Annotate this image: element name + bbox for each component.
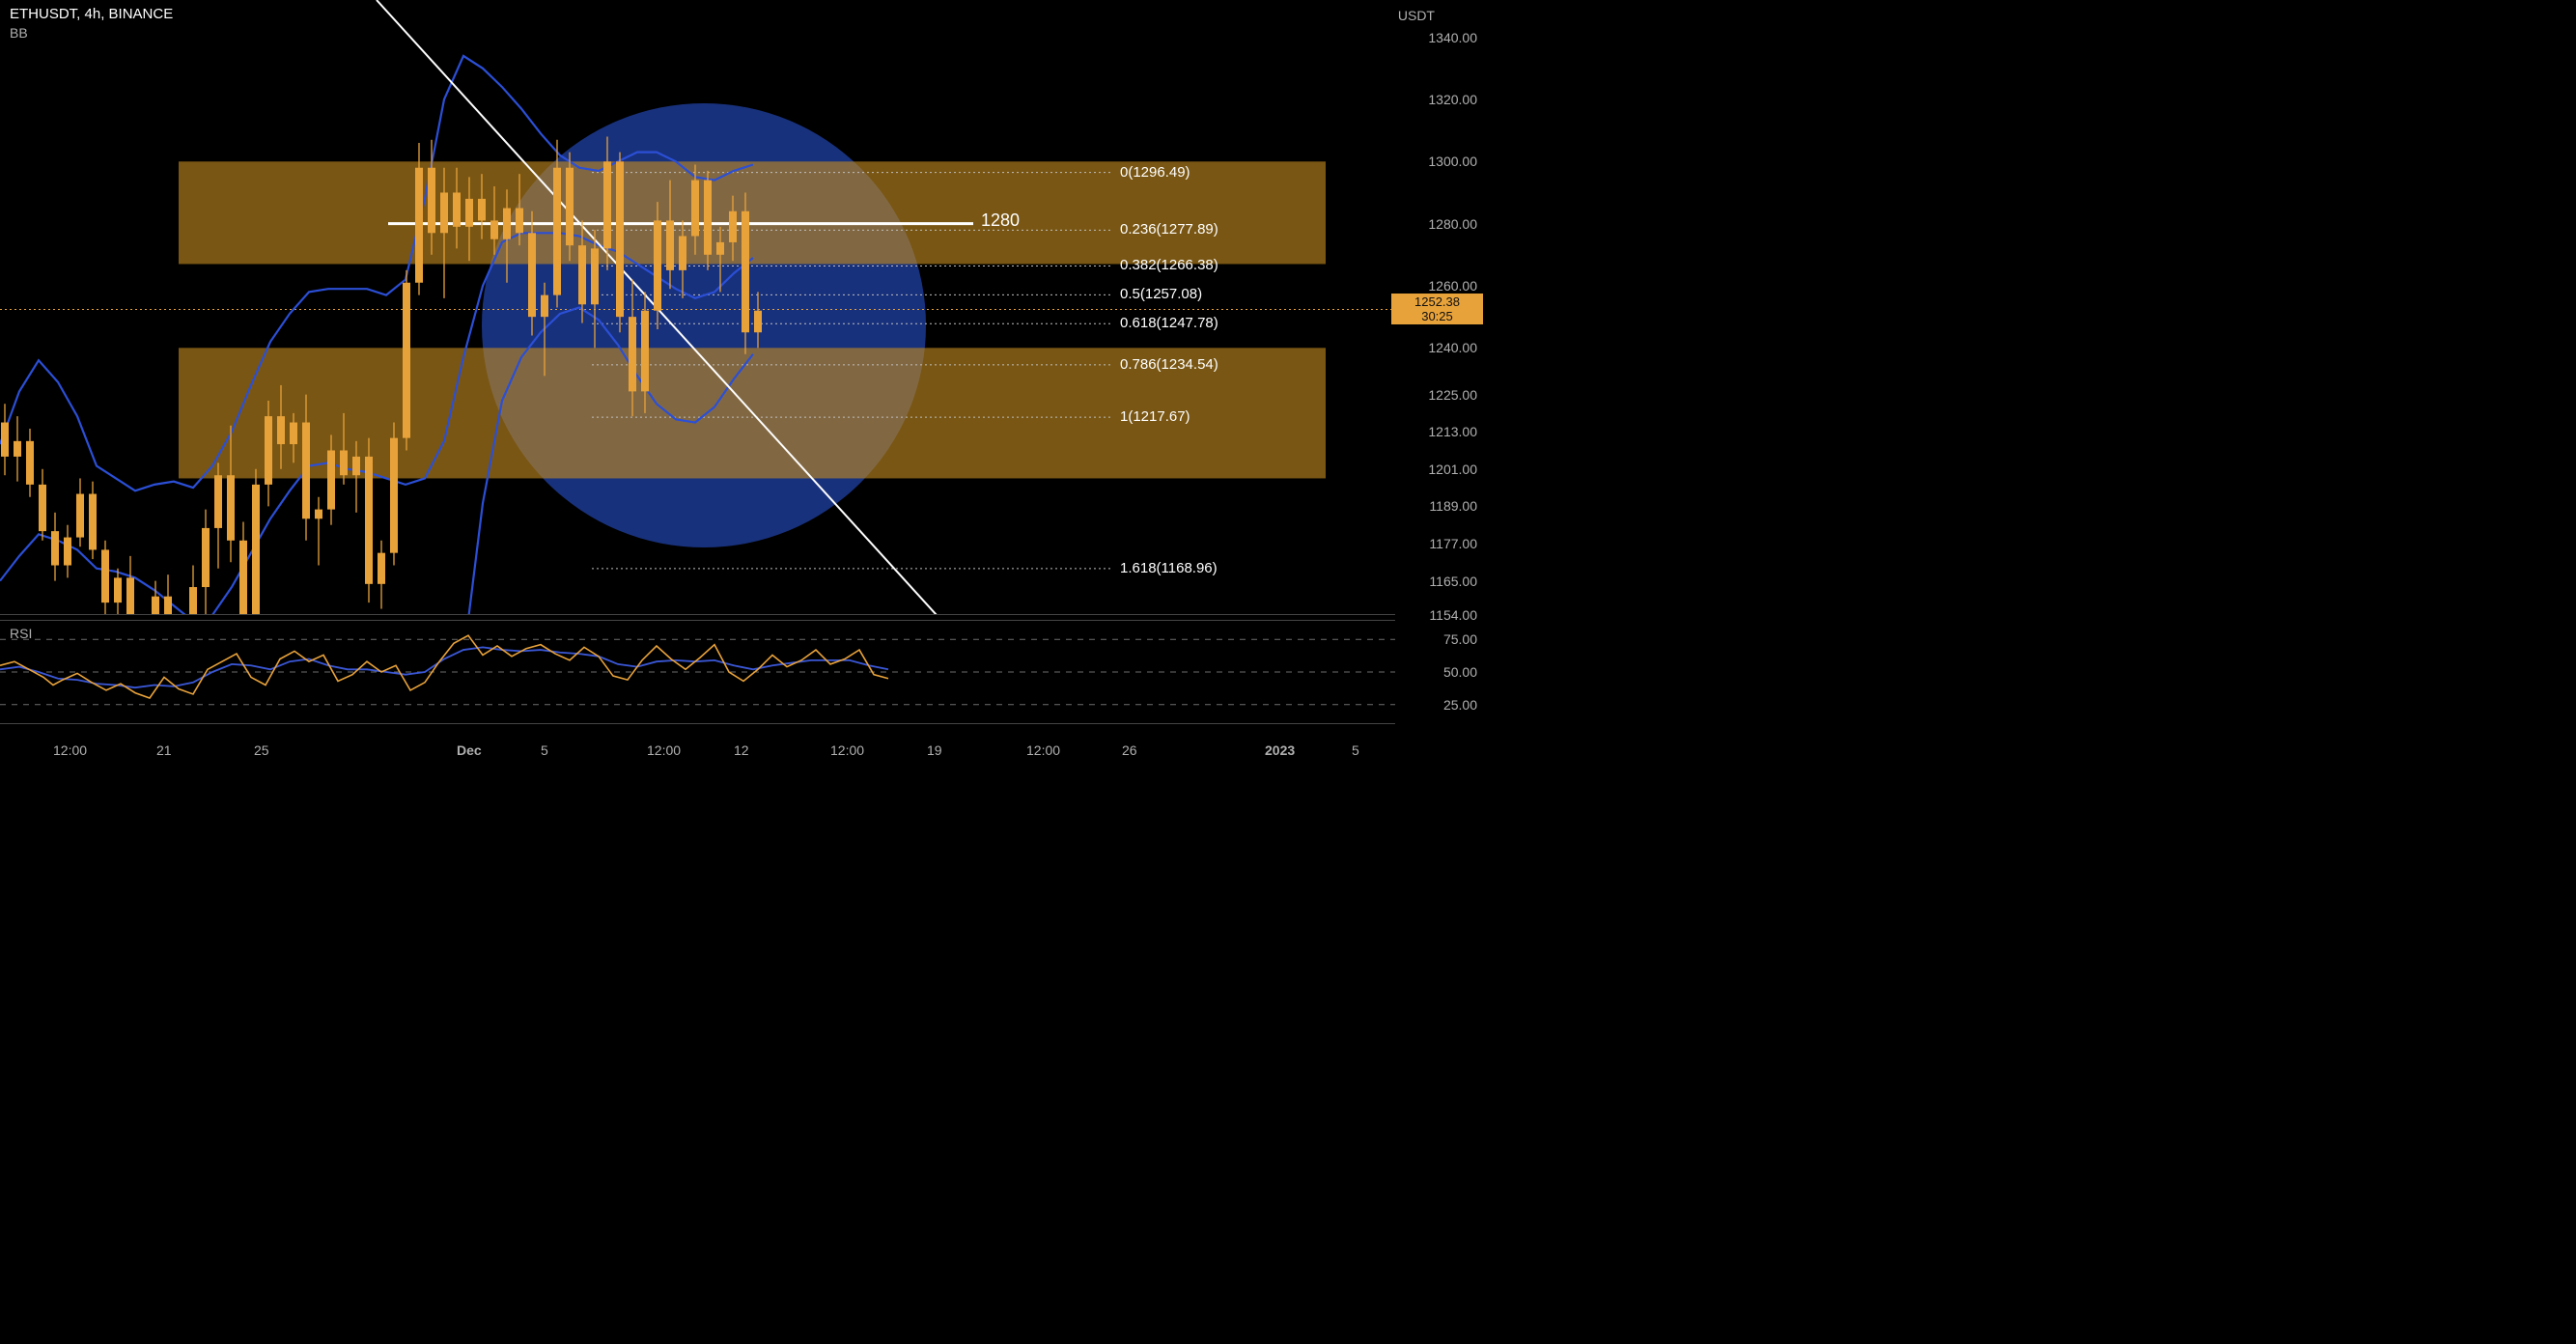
time-tick: 2023 [1265,742,1295,758]
current-price-tag[interactable]: 1252.38 30:25 [1391,294,1483,324]
price-tick: 1280.00 [1428,216,1477,232]
rsi-axis[interactable]: 25.00 50.00 75.00 [1395,620,1483,724]
price-tick: 1320.00 [1428,92,1477,107]
fib-level-label: 0(1296.49) [1120,164,1190,181]
fib-level-label: 1.618(1168.96) [1120,560,1218,576]
rsi-panel[interactable] [0,620,1395,724]
fib-level-label: 0.786(1234.54) [1120,356,1218,373]
time-tick: 26 [1122,742,1137,758]
time-tick: 12:00 [53,742,87,758]
time-tick: 12 [734,742,749,758]
price-tick: 1260.00 [1428,278,1477,294]
rsi-tick: 50.00 [1443,664,1477,680]
fib-level-label: 0.618(1247.78) [1120,315,1218,331]
time-tick: 12:00 [830,742,864,758]
fib-level-label: 1(1217.67) [1120,408,1190,425]
fib-level-label: 0.236(1277.89) [1120,221,1218,238]
time-tick: Dec [457,742,482,758]
price-tick: 1165.00 [1429,574,1477,589]
fib-level-label: 0.382(1266.38) [1120,257,1218,273]
price-tick: 1340.00 [1428,30,1477,45]
time-tick: 12:00 [1026,742,1060,758]
bar-countdown: 30:25 [1395,309,1479,323]
price-tick: 1201.00 [1428,462,1477,477]
price-tick: 1225.00 [1428,387,1477,403]
price-tick: 1213.00 [1428,424,1477,439]
time-tick: 5 [541,742,548,758]
time-tick: 12:00 [647,742,681,758]
price-tick: 1189.00 [1429,498,1477,514]
fib-level-label: 0.5(1257.08) [1120,286,1202,302]
hline-label: 1280 [981,210,1020,231]
rsi-tick: 25.00 [1443,697,1477,713]
time-tick: 5 [1352,742,1359,758]
price-tick: 1177.00 [1429,536,1477,551]
time-tick: 25 [254,742,269,758]
time-axis[interactable]: 12:00 21 25 Dec 5 12:00 12 12:00 19 12:00 26 2023 5 [0,729,1395,773]
current-price-value: 1252.38 [1395,294,1479,309]
price-tick: 1240.00 [1428,340,1477,355]
main-chart[interactable] [0,0,1395,615]
price-tick: 1300.00 [1428,154,1477,169]
time-tick: 21 [156,742,172,758]
rsi-tick: 75.00 [1443,631,1477,647]
time-tick: 19 [927,742,942,758]
